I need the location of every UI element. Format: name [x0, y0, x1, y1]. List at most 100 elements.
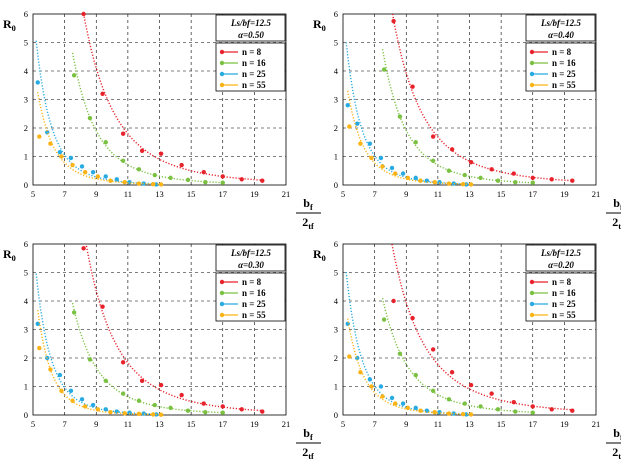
data-point: [347, 124, 352, 129]
x-axis-title-numerator: bf: [303, 196, 313, 212]
data-point: [446, 181, 452, 186]
data-point: [68, 155, 74, 161]
parameter-box-frame: [215, 14, 286, 42]
y-tick-label: 6: [334, 239, 338, 249]
x-tick-label: 13: [465, 419, 474, 429]
x-tick-label: 19: [250, 419, 259, 429]
data-point: [136, 411, 142, 417]
legend-swatch-marker: [529, 290, 535, 296]
data-point: [355, 121, 360, 126]
data-point: [120, 131, 126, 136]
data-point: [451, 181, 456, 186]
legend-label: n = 16: [242, 288, 266, 298]
data-point: [369, 155, 374, 161]
data-point: [201, 401, 206, 406]
x-tick-label: 11: [434, 189, 442, 199]
y-tick-label: 3: [24, 325, 28, 335]
legend-swatch-marker: [529, 301, 535, 307]
data-point: [57, 150, 63, 155]
data-point: [168, 175, 173, 181]
x-axis-title-numerator: bf: [613, 426, 621, 442]
data-point: [418, 408, 423, 413]
data-point: [468, 412, 474, 417]
data-point: [185, 408, 191, 413]
data-point: [413, 140, 418, 145]
trendline-3: [345, 42, 468, 185]
data-point: [389, 165, 395, 171]
data-point: [530, 404, 535, 409]
data-point: [418, 178, 423, 183]
x-tick-label: 17: [529, 419, 538, 429]
data-point: [432, 179, 437, 185]
data-point: [139, 148, 145, 153]
data-point: [495, 178, 501, 183]
data-point: [220, 410, 225, 415]
parameter-box: Ls/bf=12.5 α=0.40: [525, 14, 596, 42]
legend-label: n = 8: [242, 47, 262, 57]
data-point: [59, 388, 64, 393]
data-point: [513, 179, 518, 185]
data-point: [468, 160, 474, 165]
data-point: [449, 147, 455, 152]
data-point: [179, 392, 184, 398]
y-tick-label: 2: [24, 123, 28, 133]
legend-label: n = 8: [552, 277, 572, 287]
data-point: [345, 103, 350, 108]
y-axis-title: R0: [313, 17, 326, 33]
data-point: [511, 171, 516, 176]
data-point: [413, 405, 418, 411]
y-axis-title: R0: [3, 247, 16, 263]
data-point: [48, 367, 53, 372]
data-point: [392, 401, 398, 406]
data-point: [201, 169, 206, 175]
alpha-label: α=0.20: [548, 260, 574, 270]
y-tick-label: 1: [24, 382, 28, 392]
data-point: [462, 172, 467, 178]
data-point: [139, 378, 145, 383]
data-point: [103, 140, 108, 145]
legend-swatch-marker: [529, 49, 535, 55]
legend-swatch-marker: [529, 71, 535, 77]
legend-label: n = 55: [552, 310, 576, 320]
y-tick-label: 1: [334, 152, 338, 162]
data-point: [57, 372, 63, 378]
data-point: [59, 154, 64, 159]
data-point: [239, 407, 244, 412]
data-point: [397, 351, 403, 356]
data-point: [122, 179, 127, 185]
parameter-box: Ls/bf=12.5 α=0.50: [215, 14, 286, 42]
data-point: [446, 411, 452, 416]
data-point: [70, 398, 75, 403]
alpha-label: α=0.30: [238, 260, 264, 270]
data-point: [424, 178, 430, 183]
legend-frame: [215, 272, 286, 322]
trendline-3: [35, 40, 158, 185]
data-point: [203, 409, 208, 415]
data-point: [468, 382, 474, 388]
data-point: [478, 404, 483, 409]
data-point: [141, 181, 146, 186]
y-tick-label: 4: [334, 66, 339, 76]
data-point: [158, 182, 164, 187]
data-point: [432, 409, 437, 415]
data-point: [367, 377, 373, 382]
data-point: [489, 167, 494, 172]
trendline-2: [381, 49, 535, 184]
data-point: [95, 174, 101, 179]
data-point: [397, 114, 403, 119]
x-tick-label: 5: [341, 419, 345, 429]
data-point: [90, 169, 96, 175]
y-tick-label: 6: [24, 239, 28, 249]
parameter-box-frame: [215, 244, 286, 272]
x-tick-label: 21: [282, 189, 291, 199]
data-point: [239, 177, 244, 182]
x-tick-label: 13: [465, 189, 474, 199]
alpha-label: α=0.50: [238, 30, 264, 40]
data-point: [152, 172, 157, 178]
parameter-box-frame: [525, 244, 596, 272]
legend-swatch-marker: [529, 60, 535, 66]
data-point: [430, 134, 436, 139]
chart-panel-2: 5 7 9 11 13 15 17 19 21 0 1 2 3 4 5 6 R0 bf 2tf Ls/bf=12.5 α…: [313, 9, 621, 231]
data-point: [108, 409, 113, 415]
x-tick-label: 13: [155, 419, 164, 429]
